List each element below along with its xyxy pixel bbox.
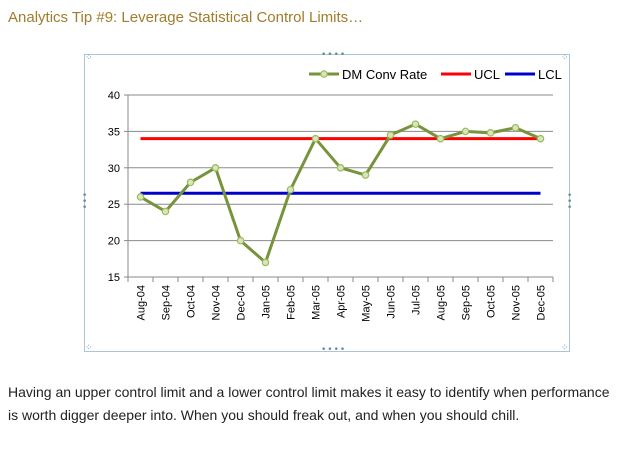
x-tick-label: Nov-04 (211, 285, 223, 320)
tip-description: Having an upper control limit and a lowe… (8, 384, 610, 423)
x-tick-label: Jun-05 (386, 285, 398, 319)
data-point (386, 131, 395, 139)
data-point (311, 134, 320, 143)
data-point (136, 193, 145, 201)
resize-handle-right[interactable]: • • • (567, 191, 574, 213)
data-point (236, 236, 245, 245)
resize-handle-top[interactable]: •••• (321, 50, 347, 60)
resize-handle-bottom-left[interactable]: ⁘ (85, 343, 94, 353)
x-tick-labels: Aug-04 Sep-04 Oct-04 Nov-04 Dec-04 Jan-05 Feb-… (136, 285, 548, 322)
y-tick-label: 40 (108, 90, 120, 102)
data-point (261, 258, 270, 267)
x-tick-label: Jul-05 (411, 285, 423, 315)
y-tick-label: 20 (108, 236, 120, 248)
line-chart: 15 20 25 30 35 40 Aug-04 Sep-04 Oct-04 Nov-04 Dec… (108, 67, 562, 322)
data-point (336, 164, 345, 172)
x-tick-label: Jan-05 (261, 285, 273, 319)
data-point (411, 120, 420, 128)
resize-handle-bottom[interactable]: •••• (321, 345, 347, 355)
resize-handle-top-right[interactable]: ⁘ (561, 53, 570, 63)
legend-label: DM Conv Rate (342, 67, 427, 82)
legend-marker (320, 70, 328, 78)
y-tick-label: 25 (108, 199, 120, 211)
y-tick-label: 30 (108, 163, 120, 175)
resize-handle-left[interactable]: • • • (82, 191, 89, 213)
y-tick-label: 35 (108, 126, 120, 138)
series-lines (139, 122, 542, 264)
x-tick-label: Feb-05 (286, 285, 298, 320)
x-tick-label: Apr-05 (336, 285, 348, 318)
x-tick-label: Nov-05 (511, 285, 523, 320)
x-tick-label: Aug-05 (436, 285, 448, 320)
resize-handle-top-left[interactable]: ⁘ (85, 53, 94, 63)
x-tick-label: Oct-04 (186, 285, 198, 318)
data-point (511, 123, 520, 132)
data-point (161, 207, 170, 216)
data-point (436, 134, 445, 143)
page-title: Analytics Tip #9: Leverage Statistical C… (8, 9, 364, 26)
legend-label: LCL (538, 67, 562, 82)
data-point (211, 164, 220, 172)
x-tick-label: Sep-04 (161, 285, 173, 320)
gridlines (128, 94, 553, 278)
series-markers (136, 120, 545, 267)
x-tick-label: Dec-05 (536, 285, 548, 320)
data-point (186, 178, 195, 187)
y-tick-label: 15 (108, 272, 120, 284)
x-tick-label: Sep-05 (461, 285, 473, 320)
x-tick-label: May-05 (361, 285, 373, 322)
data-point (486, 129, 495, 137)
data-point (361, 171, 370, 179)
x-tick-label: Dec-04 (236, 285, 248, 320)
data-point (286, 185, 295, 194)
data-point (536, 134, 545, 143)
legend: DM Conv Rate UCL LCL (309, 67, 562, 82)
axes (124, 94, 554, 282)
resize-handle-bottom-right[interactable]: ⁘ (561, 343, 570, 353)
chart-frame[interactable]: •••• •••• • • • • • • ⁘ ⁘ ⁘ ⁘ 15 20 25 30 35 40 A… (82, 50, 574, 355)
x-tick-label: Aug-04 (136, 285, 148, 320)
data-point (461, 127, 470, 136)
y-tick-labels: 15 20 25 30 35 40 (108, 90, 120, 284)
x-tick-label: Mar-05 (311, 285, 323, 320)
x-tick-label: Oct-05 (486, 285, 498, 318)
legend-label: UCL (474, 67, 500, 82)
